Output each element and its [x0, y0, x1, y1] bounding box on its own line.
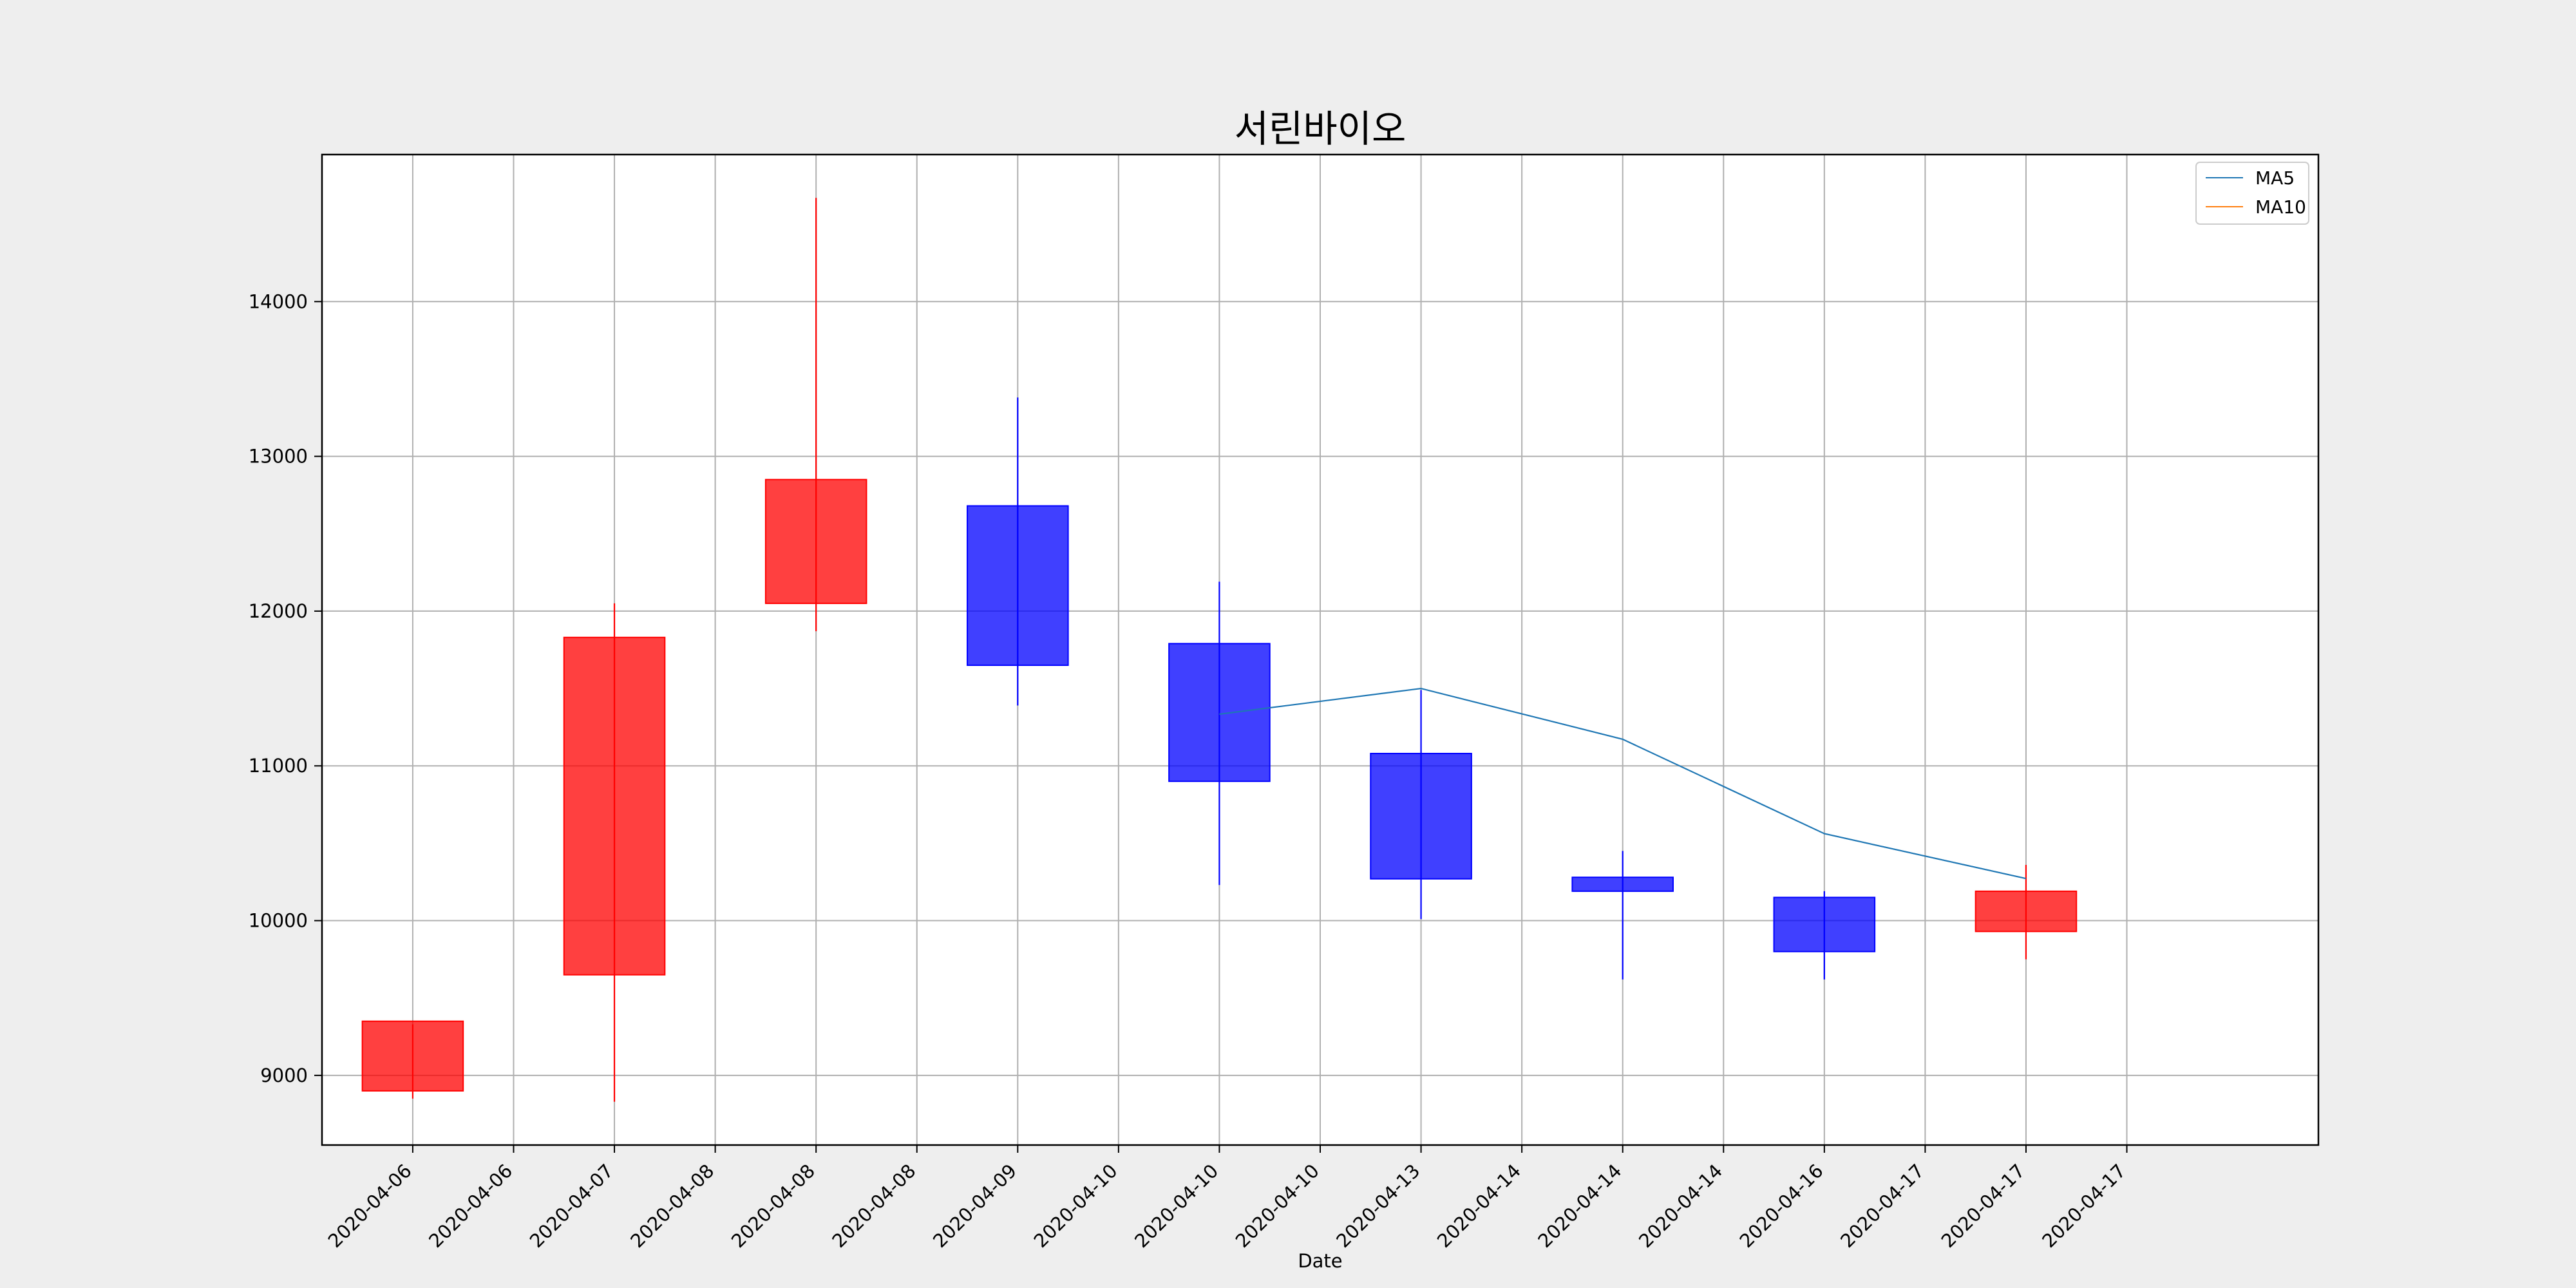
chart-title: 서린바이오	[1235, 107, 1406, 151]
legend-label-ma5: MA5	[2255, 167, 2295, 189]
candle	[1168, 582, 1271, 886]
ma-line-ma5	[1219, 687, 2027, 880]
candle	[1773, 891, 1876, 980]
legend-label-ma10: MA10	[2255, 196, 2306, 218]
candle	[361, 1020, 464, 1099]
moving-average-lines	[1219, 687, 2027, 880]
y-tick-label: 12000	[249, 600, 308, 622]
y-tick-label: 14000	[249, 290, 308, 312]
candle	[1370, 690, 1472, 920]
y-tick-label: 13000	[249, 446, 308, 468]
candle	[1975, 865, 2078, 960]
candle	[563, 603, 666, 1102]
y-tick-label: 11000	[249, 755, 308, 777]
candle	[1571, 851, 1674, 980]
candle	[967, 397, 1069, 706]
y-tick-label: 9000	[260, 1065, 308, 1086]
candles	[361, 198, 2078, 1102]
legend: MA5 MA10	[2195, 162, 2309, 225]
y-tick-label: 10000	[249, 910, 308, 932]
candle	[764, 198, 867, 632]
x-axis-label: Date	[1298, 1250, 1342, 1272]
